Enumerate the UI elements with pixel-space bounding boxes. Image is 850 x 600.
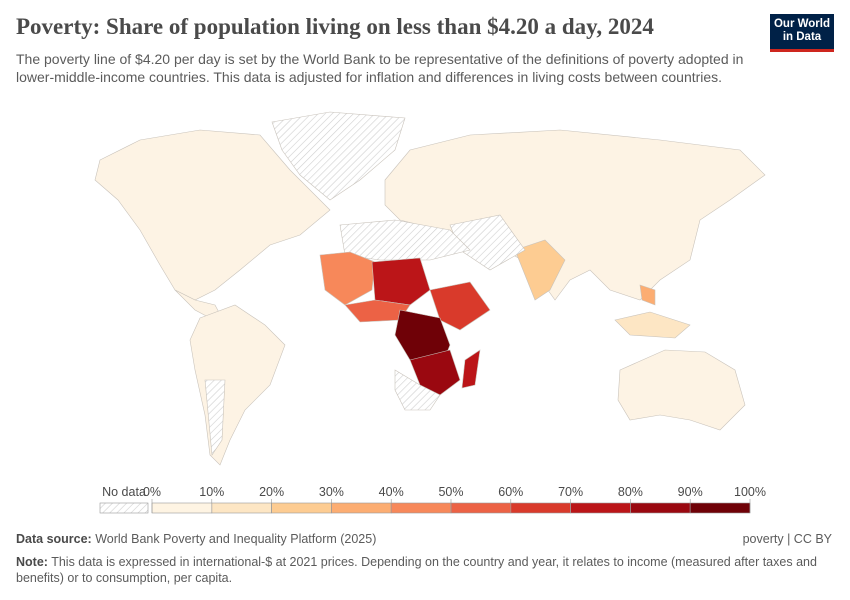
source-text: World Bank Poverty and Inequality Platfo… bbox=[95, 532, 377, 546]
source-label: Data source: bbox=[16, 532, 92, 546]
note-text: This data is expressed in international-… bbox=[16, 555, 817, 585]
legend-bin bbox=[630, 502, 691, 514]
legend-tick-label: 10% bbox=[199, 485, 224, 499]
legend-bin bbox=[689, 502, 751, 514]
legend-tick-label: 60% bbox=[498, 485, 523, 499]
logo-line: Our World bbox=[773, 18, 830, 30]
logo-line: in Data bbox=[782, 31, 822, 43]
legend-tick-label: 0% bbox=[143, 485, 161, 499]
legend-bin bbox=[271, 502, 332, 514]
legend-bin bbox=[211, 502, 272, 514]
legend-bin bbox=[450, 502, 512, 514]
note-label: Note: bbox=[16, 555, 48, 569]
data-source: Data source: World Bank Poverty and Ineq… bbox=[16, 532, 376, 546]
note: Note: This data is expressed in internat… bbox=[16, 554, 826, 586]
legend-tick-label: 70% bbox=[558, 485, 583, 499]
subtitle: The poverty line of $4.20 per day is set… bbox=[16, 51, 744, 85]
legend-tick-label: 80% bbox=[618, 485, 643, 499]
land bbox=[94, 111, 766, 466]
legend-tick-label: 40% bbox=[379, 485, 404, 499]
legend-tick-label: 100% bbox=[734, 485, 766, 499]
legend-no-data-label: No data bbox=[102, 485, 146, 499]
legend-tick-label: 90% bbox=[678, 485, 703, 499]
legend-bin bbox=[510, 502, 571, 514]
legend-tick-label: 30% bbox=[319, 485, 344, 499]
legend-no-data bbox=[99, 502, 149, 514]
title: Poverty: Share of population living on l… bbox=[16, 14, 654, 39]
legend-bin bbox=[390, 502, 452, 514]
legend-bin bbox=[570, 502, 631, 514]
legend-bin bbox=[331, 502, 392, 514]
legend-tick-label: 20% bbox=[259, 485, 284, 499]
logo[interactable]: Our World in Data bbox=[770, 14, 834, 52]
legend-tick-label: 50% bbox=[438, 485, 463, 499]
license[interactable]: poverty | CC BY bbox=[742, 532, 832, 546]
legend-bin bbox=[151, 502, 213, 514]
